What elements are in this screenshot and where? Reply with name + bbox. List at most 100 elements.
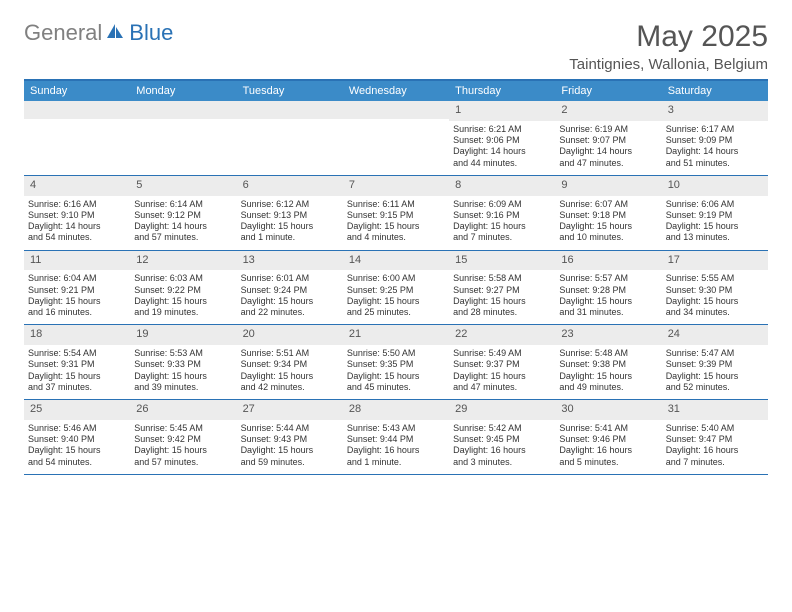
day-cell: 9Sunrise: 6:07 AMSunset: 9:18 PMDaylight… <box>555 176 661 250</box>
daylight-line-1: Daylight: 15 hours <box>453 221 551 232</box>
day-number <box>343 101 449 119</box>
sunset-line: Sunset: 9:44 PM <box>347 434 445 445</box>
daylight-line-1: Daylight: 15 hours <box>134 445 232 456</box>
daylight-line-2: and 47 minutes. <box>453 382 551 393</box>
sunset-line: Sunset: 9:40 PM <box>28 434 126 445</box>
daylight-line-2: and 4 minutes. <box>347 232 445 243</box>
day-number <box>24 101 130 119</box>
daylight-line-2: and 16 minutes. <box>28 307 126 318</box>
daylight-line-1: Daylight: 15 hours <box>453 371 551 382</box>
weekday-header: Tuesday <box>237 81 343 101</box>
day-number: 21 <box>343 325 449 345</box>
sunrise-line: Sunrise: 6:16 AM <box>28 199 126 210</box>
weekday-header: Saturday <box>662 81 768 101</box>
daylight-line-1: Daylight: 15 hours <box>134 296 232 307</box>
day-cell <box>130 101 236 175</box>
daylight-line-2: and 42 minutes. <box>241 382 339 393</box>
day-number: 10 <box>662 176 768 196</box>
daylight-line-2: and 49 minutes. <box>559 382 657 393</box>
sunset-line: Sunset: 9:47 PM <box>666 434 764 445</box>
daylight-line-2: and 51 minutes. <box>666 158 764 169</box>
daylight-line-1: Daylight: 16 hours <box>666 445 764 456</box>
daylight-line-1: Daylight: 15 hours <box>559 221 657 232</box>
sunset-line: Sunset: 9:43 PM <box>241 434 339 445</box>
daylight-line-1: Daylight: 15 hours <box>241 221 339 232</box>
day-cell: 15Sunrise: 5:58 AMSunset: 9:27 PMDayligh… <box>449 251 555 325</box>
day-cell: 22Sunrise: 5:49 AMSunset: 9:37 PMDayligh… <box>449 325 555 399</box>
day-number: 31 <box>662 400 768 420</box>
daylight-line-1: Daylight: 16 hours <box>559 445 657 456</box>
daylight-line-1: Daylight: 14 hours <box>28 221 126 232</box>
sunset-line: Sunset: 9:24 PM <box>241 285 339 296</box>
sunrise-line: Sunrise: 5:57 AM <box>559 273 657 284</box>
day-number: 4 <box>24 176 130 196</box>
day-number: 3 <box>662 101 768 121</box>
daylight-line-1: Daylight: 15 hours <box>28 445 126 456</box>
daylight-line-1: Daylight: 15 hours <box>453 296 551 307</box>
day-cell: 28Sunrise: 5:43 AMSunset: 9:44 PMDayligh… <box>343 400 449 474</box>
sunset-line: Sunset: 9:12 PM <box>134 210 232 221</box>
sunrise-line: Sunrise: 5:43 AM <box>347 423 445 434</box>
daylight-line-2: and 52 minutes. <box>666 382 764 393</box>
day-cell: 6Sunrise: 6:12 AMSunset: 9:13 PMDaylight… <box>237 176 343 250</box>
daylight-line-2: and 13 minutes. <box>666 232 764 243</box>
sunrise-line: Sunrise: 6:09 AM <box>453 199 551 210</box>
sunrise-line: Sunrise: 6:14 AM <box>134 199 232 210</box>
day-number: 27 <box>237 400 343 420</box>
sunset-line: Sunset: 9:09 PM <box>666 135 764 146</box>
daylight-line-2: and 19 minutes. <box>134 307 232 318</box>
day-cell: 3Sunrise: 6:17 AMSunset: 9:09 PMDaylight… <box>662 101 768 175</box>
day-number: 8 <box>449 176 555 196</box>
weekday-header: Friday <box>555 81 661 101</box>
day-number: 14 <box>343 251 449 271</box>
sunrise-line: Sunrise: 5:45 AM <box>134 423 232 434</box>
sunset-line: Sunset: 9:06 PM <box>453 135 551 146</box>
day-number: 26 <box>130 400 236 420</box>
sunset-line: Sunset: 9:15 PM <box>347 210 445 221</box>
sunrise-line: Sunrise: 6:01 AM <box>241 273 339 284</box>
sunrise-line: Sunrise: 6:12 AM <box>241 199 339 210</box>
day-number: 6 <box>237 176 343 196</box>
daylight-line-2: and 45 minutes. <box>347 382 445 393</box>
day-number: 11 <box>24 251 130 271</box>
day-number <box>237 101 343 119</box>
weekday-header: Thursday <box>449 81 555 101</box>
week-row: 4Sunrise: 6:16 AMSunset: 9:10 PMDaylight… <box>24 176 768 251</box>
weekday-header: Sunday <box>24 81 130 101</box>
day-number: 25 <box>24 400 130 420</box>
day-cell: 14Sunrise: 6:00 AMSunset: 9:25 PMDayligh… <box>343 251 449 325</box>
brand-blue: Blue <box>129 20 173 46</box>
daylight-line-1: Daylight: 15 hours <box>666 296 764 307</box>
day-number <box>130 101 236 119</box>
daylight-line-2: and 1 minute. <box>347 457 445 468</box>
sunrise-line: Sunrise: 5:50 AM <box>347 348 445 359</box>
daylight-line-1: Daylight: 15 hours <box>28 371 126 382</box>
day-cell: 27Sunrise: 5:44 AMSunset: 9:43 PMDayligh… <box>237 400 343 474</box>
sunset-line: Sunset: 9:19 PM <box>666 210 764 221</box>
sunset-line: Sunset: 9:38 PM <box>559 359 657 370</box>
day-number: 12 <box>130 251 236 271</box>
daylight-line-2: and 10 minutes. <box>559 232 657 243</box>
daylight-line-2: and 22 minutes. <box>241 307 339 318</box>
day-cell: 2Sunrise: 6:19 AMSunset: 9:07 PMDaylight… <box>555 101 661 175</box>
location-subtitle: Taintignies, Wallonia, Belgium <box>569 56 768 73</box>
day-cell: 21Sunrise: 5:50 AMSunset: 9:35 PMDayligh… <box>343 325 449 399</box>
weekday-header-row: SundayMondayTuesdayWednesdayThursdayFrid… <box>24 81 768 101</box>
week-row: 18Sunrise: 5:54 AMSunset: 9:31 PMDayligh… <box>24 325 768 400</box>
daylight-line-2: and 7 minutes. <box>666 457 764 468</box>
calendar: SundayMondayTuesdayWednesdayThursdayFrid… <box>24 79 768 475</box>
daylight-line-2: and 57 minutes. <box>134 457 232 468</box>
day-cell: 11Sunrise: 6:04 AMSunset: 9:21 PMDayligh… <box>24 251 130 325</box>
sunset-line: Sunset: 9:35 PM <box>347 359 445 370</box>
sunset-line: Sunset: 9:07 PM <box>559 135 657 146</box>
daylight-line-1: Daylight: 16 hours <box>453 445 551 456</box>
sunrise-line: Sunrise: 6:07 AM <box>559 199 657 210</box>
day-cell: 19Sunrise: 5:53 AMSunset: 9:33 PMDayligh… <box>130 325 236 399</box>
sunrise-line: Sunrise: 5:42 AM <box>453 423 551 434</box>
day-number: 20 <box>237 325 343 345</box>
weekday-header: Wednesday <box>343 81 449 101</box>
daylight-line-2: and 31 minutes. <box>559 307 657 318</box>
sunset-line: Sunset: 9:25 PM <box>347 285 445 296</box>
day-number: 30 <box>555 400 661 420</box>
sunset-line: Sunset: 9:16 PM <box>453 210 551 221</box>
